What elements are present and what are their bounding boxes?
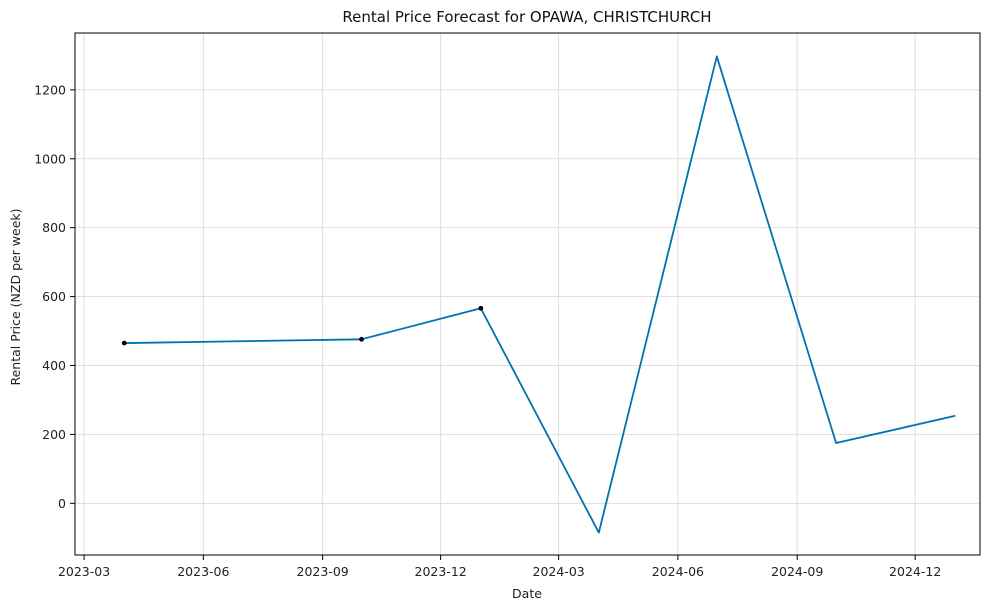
x-tick-label: 2023-06 <box>177 564 229 579</box>
x-tick-label: 2024-03 <box>533 564 585 579</box>
y-tick-label: 200 <box>42 427 66 442</box>
y-tick-label: 800 <box>42 220 66 235</box>
y-tick-label: 1200 <box>34 82 66 97</box>
x-tick-label: 2024-09 <box>771 564 823 579</box>
chart-title: Rental Price Forecast for OPAWA, CHRISTC… <box>342 8 711 26</box>
x-axis-label: Date <box>512 586 542 601</box>
x-tick-label: 2023-09 <box>297 564 349 579</box>
y-tick-label: 0 <box>58 496 66 511</box>
x-tick-label: 2024-06 <box>652 564 704 579</box>
observed-point <box>478 305 484 311</box>
x-tick-label: 2024-12 <box>889 564 941 579</box>
observed-points <box>121 305 484 346</box>
y-tick-label: 600 <box>42 289 66 304</box>
plot-frame <box>74 32 981 556</box>
x-axis: 2023-03 2023-06 2023-09 2023-12 2024-03 2024-… <box>58 555 941 579</box>
x-tick-label: 2023-12 <box>415 564 467 579</box>
x-tick-label: 2023-03 <box>58 564 110 579</box>
observed-point <box>121 340 127 346</box>
y-axis: 0 200 400 600 800 1000 1200 <box>34 82 75 511</box>
y-tick-label: 1000 <box>34 151 66 166</box>
observed-point <box>359 336 364 342</box>
y-axis-label: Rental Price (NZD per week) <box>8 208 23 385</box>
y-tick-label: 400 <box>42 358 66 373</box>
grid <box>75 33 980 555</box>
